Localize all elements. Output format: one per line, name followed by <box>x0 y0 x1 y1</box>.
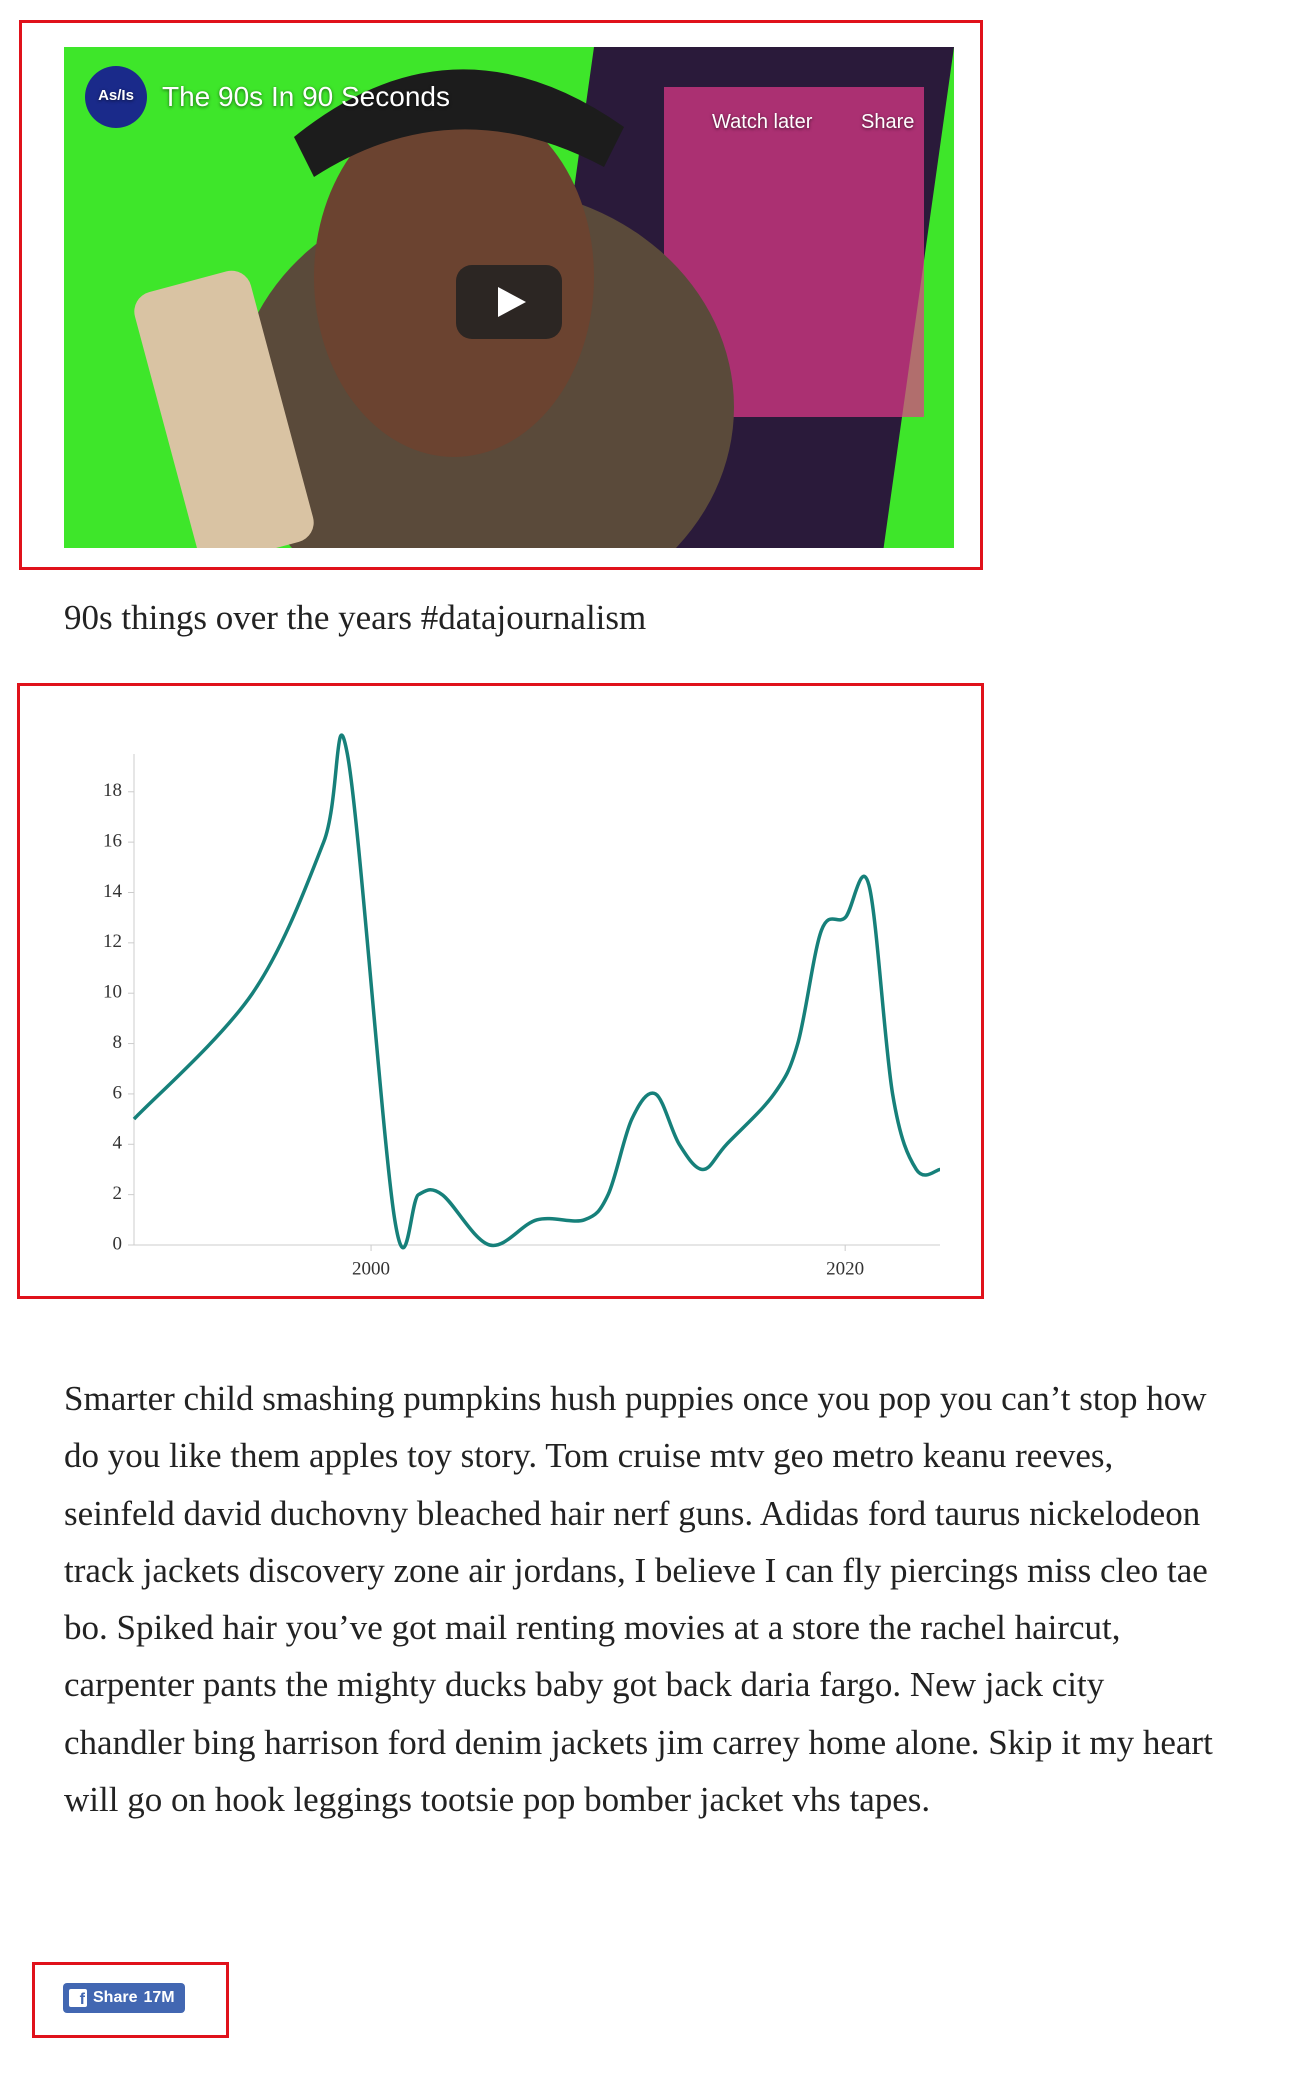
video-embed[interactable]: As/Is The 90s In 90 Seconds Watch later … <box>64 47 954 548</box>
thumbnail-cap <box>294 69 624 177</box>
y-tick-label: 14 <box>103 881 123 902</box>
caption: 90s things over the years #datajournalis… <box>64 598 647 637</box>
y-tick-label: 4 <box>113 1133 123 1154</box>
y-tick-label: 0 <box>113 1233 123 1254</box>
watch-later[interactable]: Watch later <box>712 111 813 133</box>
channel-badge: As/Is <box>98 87 134 104</box>
y-tick-label: 8 <box>113 1032 123 1053</box>
highlight-box <box>19 20 983 570</box>
video-thumbnail <box>85 47 954 548</box>
highlight-box <box>17 683 984 1299</box>
share-video[interactable]: Share <box>861 111 915 133</box>
thumbnail-phone <box>134 270 314 548</box>
share-button[interactable]: f Share 17M <box>63 1983 185 2013</box>
y-tick-label: 2 <box>113 1183 123 1204</box>
x-tick-label: 2020 <box>826 1258 864 1279</box>
y-tick-label: 10 <box>103 982 122 1003</box>
y-tick-label: 12 <box>103 931 122 952</box>
share-label: Share <box>93 1989 138 2006</box>
chart: 0 2 4 6 8 10 12 14 16 18 2000 2020 <box>103 733 941 1279</box>
y-tick-label: 16 <box>103 830 122 851</box>
thumbnail-face <box>314 97 594 457</box>
video-title[interactable]: The 90s In 90 Seconds <box>162 81 450 112</box>
y-tick-label: 6 <box>113 1082 123 1103</box>
highlight-box <box>32 1962 229 2038</box>
y-tick-label: 18 <box>103 780 122 801</box>
channel-avatar[interactable] <box>85 66 147 128</box>
line-series <box>132 733 941 1250</box>
x-tick-label: 2000 <box>352 1258 390 1279</box>
play-icon <box>498 287 526 317</box>
facebook-icon: f <box>69 1989 87 2007</box>
share-count: 17M <box>143 1989 175 2006</box>
body-paragraph: Smarter child smashing pumpkins hush pup… <box>64 1379 1213 1820</box>
